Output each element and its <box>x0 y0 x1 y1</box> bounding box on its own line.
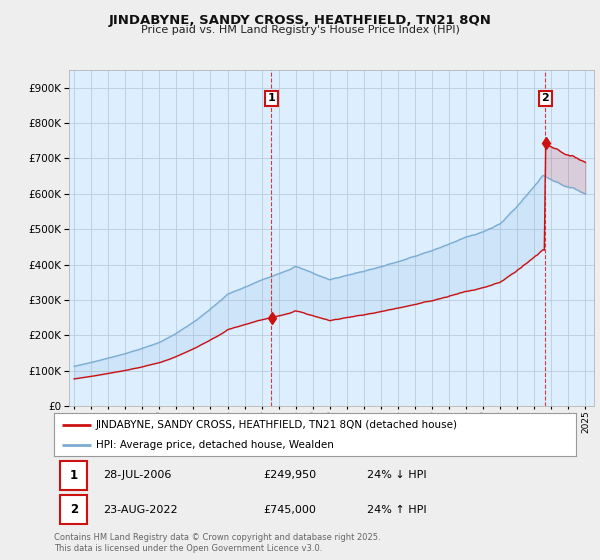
Text: 23-AUG-2022: 23-AUG-2022 <box>104 505 178 515</box>
FancyBboxPatch shape <box>60 495 88 524</box>
Text: JINDABYNE, SANDY CROSS, HEATHFIELD, TN21 8QN: JINDABYNE, SANDY CROSS, HEATHFIELD, TN21… <box>109 14 491 27</box>
Text: 2: 2 <box>70 503 78 516</box>
Text: £249,950: £249,950 <box>263 470 316 480</box>
Text: Price paid vs. HM Land Registry's House Price Index (HPI): Price paid vs. HM Land Registry's House … <box>140 25 460 35</box>
FancyBboxPatch shape <box>60 460 88 490</box>
Text: 28-JUL-2006: 28-JUL-2006 <box>104 470 172 480</box>
Text: JINDABYNE, SANDY CROSS, HEATHFIELD, TN21 8QN (detached house): JINDABYNE, SANDY CROSS, HEATHFIELD, TN21… <box>96 419 458 430</box>
Text: 1: 1 <box>268 94 275 103</box>
Text: £745,000: £745,000 <box>263 505 316 515</box>
Text: Contains HM Land Registry data © Crown copyright and database right 2025.
This d: Contains HM Land Registry data © Crown c… <box>54 533 380 553</box>
Text: 24% ↑ HPI: 24% ↑ HPI <box>367 505 427 515</box>
Text: 2: 2 <box>541 94 549 103</box>
Text: HPI: Average price, detached house, Wealden: HPI: Average price, detached house, Weal… <box>96 440 334 450</box>
Text: 1: 1 <box>70 469 78 482</box>
Text: 24% ↓ HPI: 24% ↓ HPI <box>367 470 427 480</box>
